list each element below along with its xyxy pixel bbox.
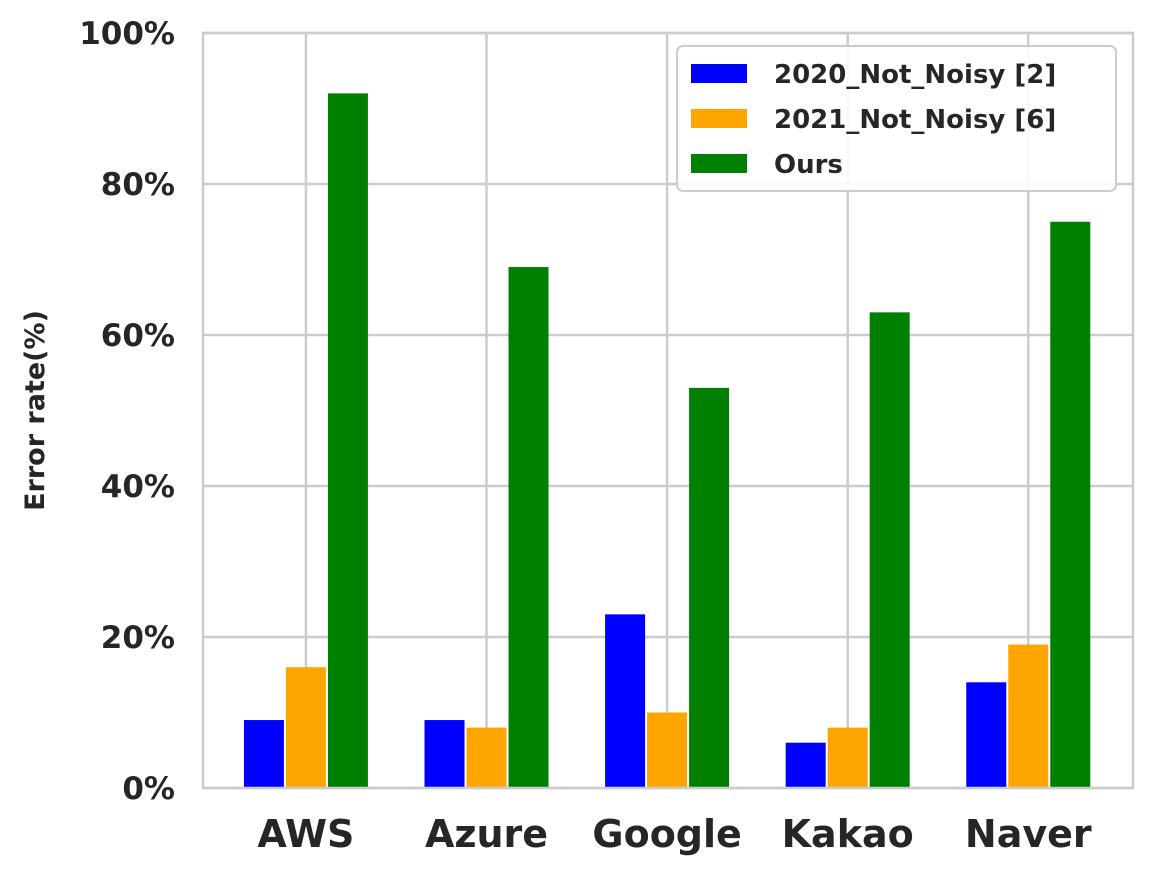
y-axis-ticks: 0% 20% 40% 60% 80% 100% [79,16,175,807]
legend-swatch [691,154,747,173]
bar-kakao-series-1 [785,742,826,788]
y-tick-label: 80% [101,167,175,203]
bars [243,93,1091,788]
legend-label: 2021_Not_Noisy [6] [774,105,1056,135]
x-tick-label: Naver [965,812,1092,856]
x-tick-label: AWS [257,812,354,856]
y-tick-label: 100% [79,16,175,52]
x-tick-label: Google [592,812,741,856]
legend-label: 2020_Not_Noisy [2] [774,60,1056,90]
bar-google-series-2 [647,712,688,788]
y-axis-label: Error rate(%) [20,310,51,511]
y-tick-label: 60% [101,318,175,354]
legend: 2020_Not_Noisy [2] 2021_Not_Noisy [6] Ours [676,45,1117,192]
legend-swatch [691,64,747,83]
legend-label: Ours [774,150,843,180]
bar-kakao-series-3 [869,312,910,788]
bar-azure-series-2 [466,727,507,788]
legend-frame [676,45,1117,192]
bar-aws-series-3 [327,93,368,788]
x-tick-label: Azure [425,812,548,856]
bar-kakao-series-2 [827,727,868,788]
y-tick-label: 20% [101,620,175,656]
legend-swatch [691,109,747,128]
y-tick-label: 0% [122,771,175,807]
x-tick-label: Kakao [782,812,914,856]
bar-naver-series-1 [966,682,1007,788]
bar-google-series-3 [689,387,730,788]
y-tick-label: 40% [101,469,175,505]
bar-naver-series-2 [1008,644,1049,788]
x-axis-ticks: AWS Azure Google Kakao Naver [257,812,1091,856]
bar-azure-series-1 [424,720,465,788]
bar-naver-series-3 [1050,221,1091,788]
bar-aws-series-2 [285,667,326,788]
plot-frame [201,31,1135,790]
bar-google-series-1 [605,614,646,788]
bar-azure-series-3 [508,267,549,788]
bar-aws-series-1 [243,720,284,788]
